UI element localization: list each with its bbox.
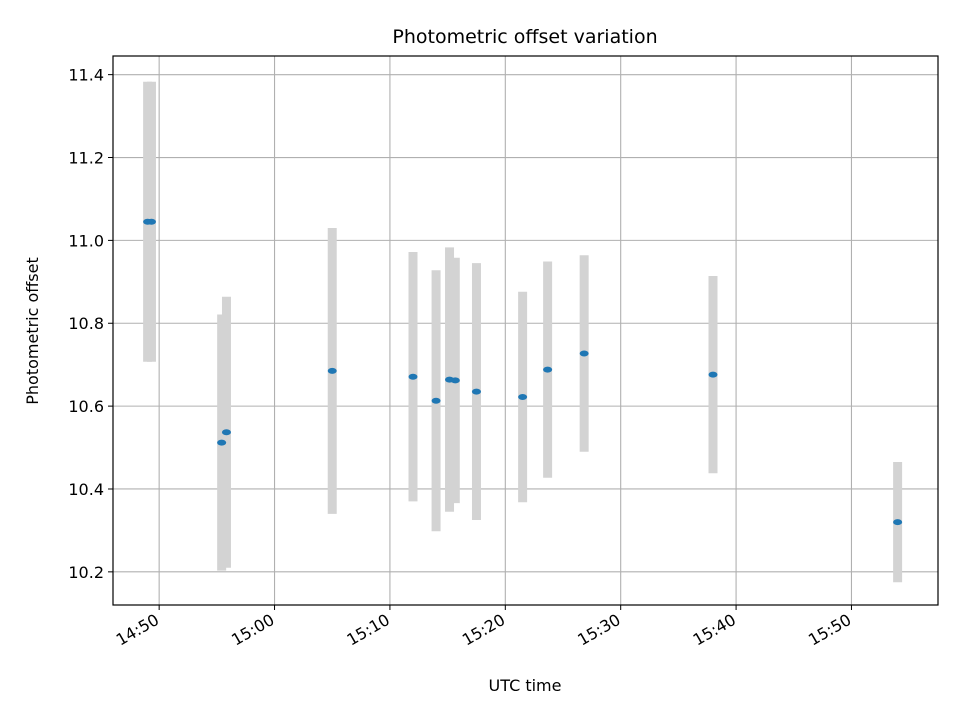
data-point xyxy=(518,394,528,401)
data-points xyxy=(143,218,903,526)
data-point xyxy=(408,373,418,380)
data-point xyxy=(431,397,441,404)
data-point xyxy=(450,377,460,384)
chart-title: Photometric offset variation xyxy=(392,26,657,48)
data-point xyxy=(217,439,227,446)
data-point xyxy=(471,388,481,395)
plot-frame xyxy=(112,55,939,606)
data-point xyxy=(579,350,589,357)
y-tick-label: 10.4 xyxy=(68,480,104,499)
x-axis-title: UTC time xyxy=(489,676,562,695)
data-point xyxy=(221,429,231,436)
y-axis-ticks: 10.2 10.4 10.6 10.8 11.0 11.2 11.4 xyxy=(68,66,113,582)
y-tick-label: 10.8 xyxy=(68,314,104,333)
y-tick-label: 10.2 xyxy=(68,563,104,582)
data-point xyxy=(146,218,156,225)
data-point xyxy=(893,519,903,526)
data-point xyxy=(327,367,337,374)
y-tick-label: 11.2 xyxy=(68,149,104,168)
y-tick-label: 11.0 xyxy=(68,231,104,250)
y-axis-title: Photometric offset xyxy=(23,257,42,405)
y-tick-label: 10.6 xyxy=(68,397,104,416)
data-point xyxy=(708,371,718,378)
data-point xyxy=(543,366,553,373)
y-tick-label: 11.4 xyxy=(68,66,104,85)
